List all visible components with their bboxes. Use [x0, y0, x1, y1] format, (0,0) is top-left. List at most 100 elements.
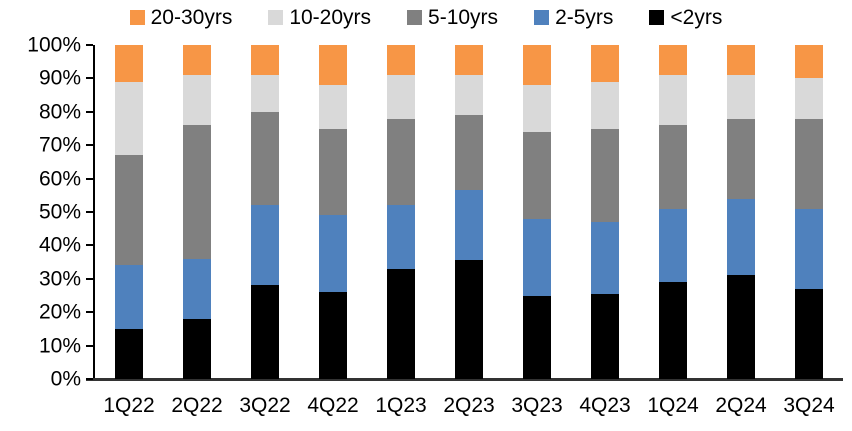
bar-segment-2-5yrs	[727, 198, 755, 276]
y-axis-tick	[86, 77, 93, 80]
legend-item: 2-5yrs	[534, 6, 613, 29]
x-axis-label: 1Q24	[647, 394, 699, 417]
chart-legend: 20-30yrs 10-20yrs 5-10yrs 2-5yrs <2yrs	[0, 6, 852, 29]
bar-segment-20-30yrs	[115, 45, 143, 82]
legend-label: 10-20yrs	[289, 6, 372, 29]
legend-swatch-2-5yrs-icon	[534, 10, 550, 26]
y-axis-tick	[86, 344, 93, 347]
y-axis-line	[93, 45, 95, 379]
bar-stack	[387, 45, 415, 379]
bar-segment-10-20yrs	[727, 75, 755, 119]
bar-segment-2-5yrs	[591, 222, 619, 294]
bar-column	[775, 45, 843, 379]
x-axis: 1Q22 2Q22 3Q22 4Q22 1Q23 2Q23 3Q23 4Q23 1Q24 2Q24…	[95, 394, 843, 418]
bar-segment-2-5yrs	[659, 208, 687, 283]
y-axis-label: 60%	[38, 167, 81, 191]
bar-segment-5-10yrs	[319, 128, 347, 216]
bar-segment-20-30yrs	[183, 45, 211, 76]
bar-segment-10-20yrs	[455, 75, 483, 116]
y-axis-tick	[86, 244, 93, 247]
x-axis-label: 2Q24	[715, 394, 767, 417]
bar-segment-under-2yrs	[591, 293, 619, 379]
bar-column	[95, 45, 163, 379]
bar-segment-under-2yrs	[795, 288, 823, 379]
bar-segment-under-2yrs	[115, 328, 143, 379]
x-axis-line	[86, 378, 843, 381]
legend-swatch-10-20yrs-icon	[268, 10, 284, 26]
y-axis-tick	[86, 144, 93, 147]
x-axis-label: 2Q22	[171, 394, 223, 417]
bar-stack	[183, 45, 211, 379]
bar-segment-2-5yrs	[523, 218, 551, 296]
bar-column	[503, 45, 571, 379]
bar-segment-20-30yrs	[795, 45, 823, 79]
y-axis-tick	[86, 177, 93, 180]
legend-label: 5-10yrs	[428, 6, 499, 29]
bar-segment-10-20yrs	[319, 85, 347, 129]
y-axis-label: 70%	[38, 133, 81, 157]
bar-segment-under-2yrs	[659, 282, 687, 379]
x-axis-label: 3Q24	[783, 394, 835, 417]
bar-segment-5-10yrs	[251, 111, 279, 206]
bar-segment-2-5yrs	[319, 215, 347, 293]
bar-segment-10-20yrs	[183, 75, 211, 126]
bar-segment-under-2yrs	[727, 275, 755, 379]
bar-segment-10-20yrs	[523, 85, 551, 132]
bar-segment-under-2yrs	[251, 285, 279, 379]
bar-segment-under-2yrs	[455, 260, 483, 379]
bar-column	[707, 45, 775, 379]
bars-container	[95, 45, 843, 379]
bar-stack	[659, 45, 687, 379]
bar-stack	[115, 45, 143, 379]
bar-segment-20-30yrs	[727, 45, 755, 76]
bar-segment-10-20yrs	[251, 75, 279, 112]
x-axis-label: 1Q22	[103, 394, 155, 417]
y-axis-tick	[86, 211, 93, 213]
bar-segment-10-20yrs	[591, 81, 619, 129]
bar-column	[435, 45, 503, 379]
bar-segment-20-30yrs	[659, 45, 687, 76]
bar-stack	[319, 45, 347, 379]
bar-column	[571, 45, 639, 379]
bar-segment-20-30yrs	[591, 45, 619, 82]
legend-item: <2yrs	[649, 6, 722, 29]
legend-swatch-5-10yrs-icon	[407, 10, 423, 26]
y-axis-label: 50%	[38, 200, 81, 224]
x-axis-label: 3Q23	[511, 394, 563, 417]
bar-column	[163, 45, 231, 379]
bar-segment-2-5yrs	[251, 205, 279, 286]
legend-item: 10-20yrs	[268, 6, 371, 29]
bar-segment-5-10yrs	[523, 131, 551, 219]
y-axis-tick	[86, 311, 93, 314]
bar-stack	[795, 45, 823, 379]
x-axis-label: 3Q22	[239, 394, 291, 417]
bar-segment-5-10yrs	[591, 128, 619, 223]
bar-segment-5-10yrs	[727, 118, 755, 199]
bar-column	[231, 45, 299, 379]
legend-label: 2-5yrs	[555, 6, 614, 29]
legend-swatch-under-2yrs-icon	[649, 10, 665, 26]
y-axis-label: 20%	[38, 300, 81, 324]
legend-label: 20-30yrs	[150, 6, 233, 29]
y-axis-tick	[86, 378, 93, 380]
bar-segment-under-2yrs	[183, 318, 211, 379]
bar-segment-2-5yrs	[795, 208, 823, 289]
legend-item: 20-30yrs	[129, 6, 233, 29]
bar-segment-20-30yrs	[455, 45, 483, 76]
y-axis-label: 80%	[38, 100, 81, 124]
bar-stack	[591, 45, 619, 379]
bar-segment-2-5yrs	[183, 258, 211, 319]
bar-segment-20-30yrs	[319, 45, 347, 86]
x-axis-label: 1Q23	[375, 394, 427, 417]
bar-segment-2-5yrs	[115, 265, 143, 329]
bar-column	[299, 45, 367, 379]
bar-stack	[727, 45, 755, 379]
bar-segment-5-10yrs	[115, 155, 143, 266]
legend-item: 5-10yrs	[407, 6, 498, 29]
bar-segment-20-30yrs	[523, 45, 551, 86]
y-axis-label: 0%	[50, 367, 81, 391]
legend-swatch-20-30yrs-icon	[129, 10, 145, 26]
bar-segment-under-2yrs	[387, 268, 415, 379]
x-axis-label: 2Q23	[443, 394, 495, 417]
